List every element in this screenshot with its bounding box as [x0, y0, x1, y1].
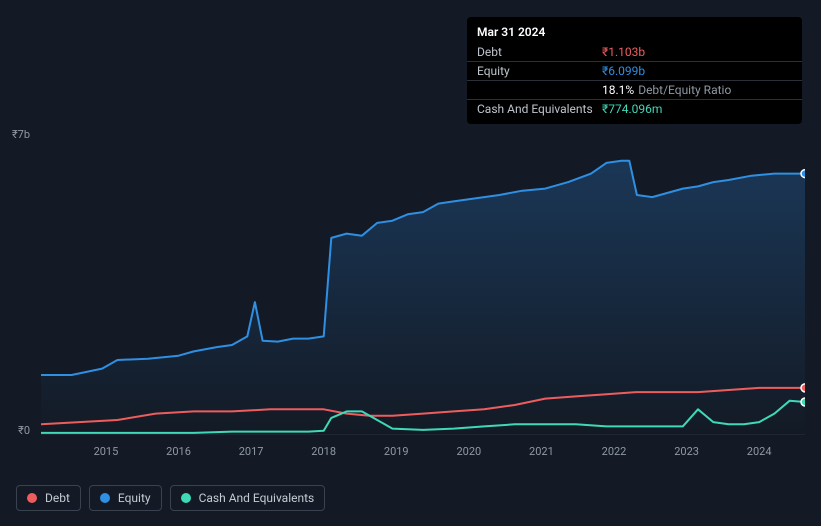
- tooltip-row: Debt₹1.103b: [467, 43, 802, 62]
- legend-label: Cash And Equivalents: [199, 491, 315, 505]
- x-axis-tick: 2021: [529, 445, 554, 458]
- tooltip-label: Debt: [477, 45, 602, 59]
- x-axis-tick: 2019: [384, 445, 409, 458]
- tooltip-value: ₹774.096m: [602, 102, 662, 116]
- tooltip-value: ₹6.099b: [602, 64, 645, 78]
- x-axis-tick: 2018: [311, 445, 336, 458]
- x-axis-tick: 2016: [166, 445, 191, 458]
- tooltip-row: 18.1%Debt/Equity Ratio: [467, 81, 802, 100]
- tooltip-row: Cash And Equivalents₹774.096m: [467, 100, 802, 118]
- x-axis-tick: 2024: [747, 445, 772, 458]
- tooltip-label: Equity: [477, 64, 602, 78]
- y-axis-bottom-label: ₹0: [0, 424, 30, 437]
- y-axis-top-label: ₹7b: [0, 128, 30, 141]
- tooltip-box: Mar 31 2024 Debt₹1.103bEquity₹6.099b18.1…: [467, 17, 802, 124]
- x-axis-tick: 2023: [674, 445, 699, 458]
- tooltip-row: Equity₹6.099b: [467, 62, 802, 81]
- legend: Debt Equity Cash And Equivalents: [16, 485, 325, 511]
- x-axis-tick: 2017: [239, 445, 264, 458]
- legend-dot-icon: [27, 493, 37, 503]
- legend-label: Equity: [118, 491, 151, 505]
- tooltip-date: Mar 31 2024: [467, 23, 802, 43]
- legend-item[interactable]: Cash And Equivalents: [170, 485, 326, 511]
- legend-item[interactable]: Equity: [89, 485, 162, 511]
- x-axis-tick: 2020: [456, 445, 481, 458]
- legend-dot-icon: [181, 493, 191, 503]
- tooltip-value: ₹1.103b: [602, 45, 645, 59]
- tooltip-value: 18.1%Debt/Equity Ratio: [602, 83, 731, 97]
- legend-label: Debt: [45, 491, 70, 505]
- end-marker: [801, 384, 805, 392]
- tooltip-label: Cash And Equivalents: [477, 102, 602, 116]
- x-axis-tick: 2022: [602, 445, 627, 458]
- equity-area: [41, 161, 805, 435]
- chart-area: ₹7b ₹0 201520162017201820192020202120222…: [16, 120, 805, 470]
- chart-plot[interactable]: [41, 135, 805, 435]
- legend-dot-icon: [100, 493, 110, 503]
- tooltip-label: [477, 83, 602, 97]
- tooltip-extra: Debt/Equity Ratio: [638, 83, 731, 97]
- legend-item[interactable]: Debt: [16, 485, 81, 511]
- end-marker: [801, 170, 805, 178]
- end-marker: [801, 398, 805, 406]
- x-axis-tick: 2015: [94, 445, 119, 458]
